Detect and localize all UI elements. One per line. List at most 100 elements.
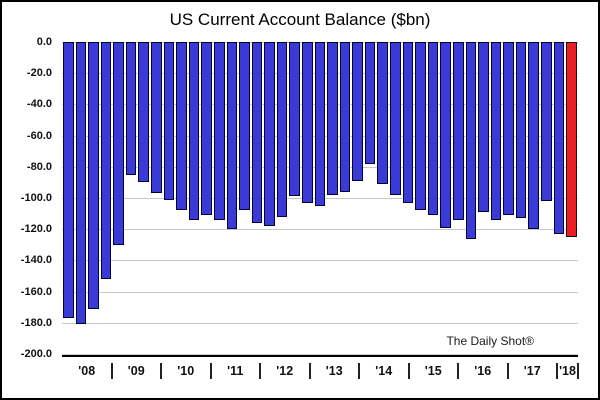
x-tick-label: '08: [78, 364, 96, 378]
bar-slot: [364, 42, 377, 354]
bar: [226, 42, 238, 230]
bar-slot: [452, 42, 465, 354]
bar-slot: [553, 42, 566, 354]
bar-slot: [314, 42, 327, 354]
bar: [163, 42, 175, 200]
bar-slot: [238, 42, 251, 354]
bar: [301, 42, 313, 203]
bar: [314, 42, 326, 206]
bar: [213, 42, 225, 220]
x-tick-mark: [457, 363, 459, 379]
x-year-cell: '15: [409, 360, 459, 382]
x-tick-mark: [358, 363, 360, 379]
bar-slot: [288, 42, 301, 354]
x-year-cell: '08: [62, 360, 113, 382]
x-tick-mark: [407, 363, 410, 379]
x-tick-label: '17: [523, 364, 541, 378]
x-tick-mark: [209, 363, 212, 379]
bar: [63, 42, 74, 319]
bar-slot: [188, 42, 201, 354]
bar-slot: [213, 42, 226, 354]
y-tick-label: -60.0: [26, 129, 52, 142]
gridline: [62, 291, 578, 293]
x-year-cell: '17: [508, 360, 558, 382]
y-tick-label: -160.0: [20, 285, 52, 298]
bar: [503, 42, 514, 216]
bar: [264, 42, 275, 227]
bar: [490, 42, 502, 220]
bar-slot: [427, 42, 440, 354]
bar-slot: [226, 42, 239, 354]
gridline: [62, 260, 578, 262]
x-tick-mark: [259, 363, 261, 379]
bar-slot: [62, 42, 75, 354]
bar-slot: [276, 42, 289, 354]
bar: [239, 42, 250, 211]
bar-slot: [502, 42, 515, 354]
bar: [113, 42, 124, 245]
bar: [75, 42, 87, 325]
bar-slot: [339, 42, 352, 354]
bar-slot: [125, 42, 138, 354]
bar-slot: [490, 42, 503, 354]
bar: [176, 42, 187, 211]
bar: [452, 42, 464, 220]
bar-slot: [100, 42, 113, 354]
bar-slot: [251, 42, 264, 354]
x-axis: '08 '09 '10 '11 '12 '13 '14 '15 '16 '17 '18: [62, 360, 580, 382]
bar: [390, 42, 401, 195]
bar-slot: [389, 42, 402, 354]
highlight-bar: [566, 42, 577, 237]
x-tick-mark: [110, 363, 113, 379]
bar-slot: [402, 42, 415, 354]
x-year-cell: '09: [112, 360, 162, 382]
x-tick-mark: [506, 363, 509, 379]
watermark: The Daily Shot®: [446, 334, 534, 348]
x-year-cell: '10: [161, 360, 212, 382]
y-tick-label: -120.0: [20, 223, 52, 236]
x-tick-label: '12: [276, 364, 294, 378]
x-tick-label: '16: [474, 364, 492, 378]
bar: [352, 42, 363, 181]
y-tick-label: -200.0: [20, 348, 52, 360]
x-tick-label: '11: [227, 364, 244, 378]
x-year-cell: '14: [359, 360, 410, 382]
bar: [201, 42, 212, 216]
x-tick-label: '18: [559, 364, 576, 378]
x-tick-mark: [160, 363, 162, 379]
bar-slot: [465, 42, 478, 354]
bar-slot: [565, 42, 578, 354]
bar: [188, 42, 200, 220]
gridline: [62, 229, 578, 231]
bar: [402, 42, 414, 203]
bar: [88, 42, 99, 309]
bar-series: [62, 42, 578, 354]
bar: [478, 42, 489, 213]
x-year-cell: '12: [260, 360, 311, 382]
bar: [440, 42, 451, 228]
bar: [339, 42, 351, 192]
bar-slot: [200, 42, 213, 354]
bar-slot: [326, 42, 339, 354]
x-tick-mark: [556, 363, 558, 379]
x-tick-mark: [577, 363, 580, 379]
x-tick-label: '13: [325, 364, 343, 378]
x-year-cell: '16: [458, 360, 509, 382]
bar-slot: [137, 42, 150, 354]
gridline: [62, 354, 578, 355]
x-tick-label: '15: [424, 364, 442, 378]
bar: [364, 42, 376, 164]
bar: [251, 42, 263, 223]
bar: [528, 42, 539, 230]
x-tick-mark: [308, 363, 311, 379]
x-tick-label: '09: [127, 364, 145, 378]
bar-slot: [150, 42, 163, 354]
bar-slot: [351, 42, 364, 354]
bar-slot: [301, 42, 314, 354]
bar: [515, 42, 527, 219]
bar-slot: [540, 42, 553, 354]
bar: [553, 42, 565, 234]
bar: [415, 42, 426, 211]
bar-slot: [175, 42, 188, 354]
